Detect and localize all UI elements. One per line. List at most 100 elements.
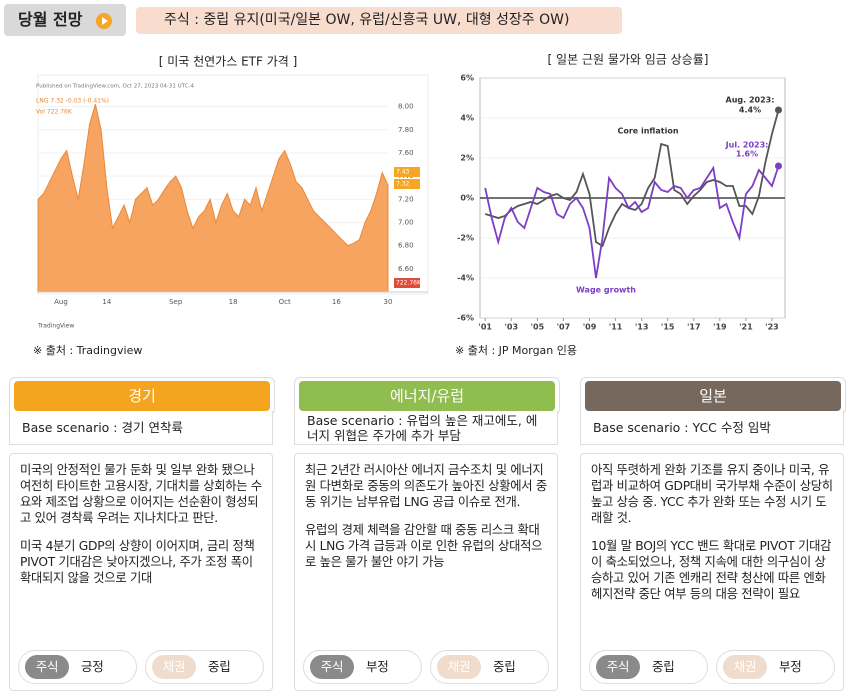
y-tick-label: 8.00 [398, 103, 414, 111]
series-line [484, 165, 780, 279]
price-badge [394, 179, 420, 189]
y-tick-label: 6.80 [398, 242, 414, 250]
x-tick-label: '13 [635, 323, 649, 332]
annotation: 722.76K [396, 280, 422, 287]
annotation: Core inflation [617, 127, 678, 136]
paragraph: 10월 말 BOJ의 YCC 밴드 확대로 PIVOT 기대감이 축소되었으나,… [591, 539, 832, 601]
y-tick-label: 0% [460, 194, 474, 203]
asset-label: 주식 [596, 655, 640, 679]
annotation: 4.4% [739, 106, 761, 115]
card-body: 미국의 안정적인 물가 둔화 및 일부 완화 됐으나 여전히 타이트한 고용시장… [9, 453, 273, 691]
asset-label: 채권 [437, 655, 481, 679]
annotation: 7.32 [396, 181, 410, 188]
x-tick-label: Aug [54, 298, 68, 306]
outlook-card: 에너지/유럽 Base scenario : 유럽의 높은 재고에도, 에너지 위… [290, 373, 564, 695]
annotation: LNG 7.32 -0.03 (-0.41%) [36, 98, 109, 105]
tag-row: 주식 부정 채권 중립 [303, 650, 549, 684]
x-tick-label: Oct [279, 298, 291, 306]
y-tick-label: 2% [460, 154, 474, 163]
annotation: Vol 722.76K [36, 109, 73, 116]
x-tick-label: 30 [384, 298, 393, 306]
y-tick-label: -4% [457, 274, 474, 283]
price-area [37, 104, 389, 293]
x-tick-label: Sep [169, 298, 183, 306]
chart-title: [ 미국 천연가스 ETF 가격 ] [159, 54, 298, 69]
x-tick-label: '21 [739, 323, 753, 332]
annotation: Jul. 2023: [725, 141, 769, 150]
scenario: Base scenario : 유럽의 높은 재고에도, 에너지 위협은 주가에… [294, 411, 558, 445]
rating-tag: 채권 부정 [716, 650, 835, 684]
paragraph: 최근 2년간 러시아산 에너지 금수조치 및 에너지원 다변화로 중동의 의존도… [305, 463, 547, 509]
rating: 중립 [493, 659, 516, 674]
x-tick-label: '15 [661, 323, 675, 332]
y-tick-label: -6% [457, 314, 474, 323]
card-title: 에너지/유럽 [299, 381, 555, 411]
rating-tag: 채권 중립 [430, 650, 549, 684]
y-tick-label: 7.80 [398, 126, 414, 134]
card-header: 경기 [9, 377, 275, 415]
x-tick-label: '07 [557, 323, 571, 332]
summary-banner: 주식 : 중립 유지(미국/일본 OW, 유럽/신흥국 UW, 대형 성장주 O… [136, 7, 622, 34]
rating-tag: 주식 긍정 [18, 650, 137, 684]
y-tick-label: 7.20 [398, 195, 414, 203]
rating-tag: 채권 중립 [145, 650, 264, 684]
chart-title: [ 일본 근원 물가와 임금 상승률] [548, 53, 709, 67]
rating: 중립 [208, 659, 231, 674]
series-line [484, 109, 780, 248]
asset-label: 주식 [25, 655, 69, 679]
price-badge [394, 167, 420, 177]
x-tick-label: '19 [713, 323, 727, 332]
annotation: Aug. 2023: [726, 96, 775, 105]
card-body: 최근 2년간 러시아산 에너지 금수조치 및 에너지원 다변화로 중동의 의존도… [294, 453, 558, 691]
rating: 부정 [779, 659, 802, 674]
rating-tag: 주식 중립 [589, 650, 708, 684]
x-tick-label: '09 [583, 323, 597, 332]
paragraph: 유럽의 경제 체력을 감안할 때 중동 리스크 확대 시 LNG 가격 급등과 … [305, 523, 543, 569]
card-header: 일본 [580, 377, 846, 415]
rating: 긍정 [81, 659, 104, 674]
card-title: 일본 [585, 381, 841, 411]
annotation: 7.43 [396, 169, 410, 176]
end-point [774, 162, 782, 170]
x-tick-label: 16 [332, 298, 341, 306]
scenario: Base scenario : 경기 연착륙 [9, 411, 273, 445]
paragraph: 미국의 안정적인 물가 둔화 및 일부 완화 됐으나 여전히 타이트한 고용시장… [20, 463, 262, 525]
source-note: ※ 출처 : JP Morgan 인용 [455, 344, 578, 357]
card-title: 경기 [14, 381, 270, 411]
y-tick-label: 6.60 [398, 265, 414, 273]
y-tick-label: 7.60 [398, 149, 414, 157]
paragraph: 미국 4분기 GDP의 상향이 이어지며, 금리 정책 PIVOT 기대감은 낮… [20, 539, 255, 585]
x-tick-label: '03 [504, 323, 518, 332]
asset-label: 채권 [152, 655, 196, 679]
end-point [774, 106, 782, 114]
y-tick-label: 7.00 [398, 218, 414, 226]
charts: [ 미국 천연가스 ETF 가격 ]6.606.807.007.207.407.… [36, 53, 786, 332]
x-tick-label: 14 [102, 298, 111, 306]
x-tick-label: 18 [229, 298, 238, 306]
asset-label: 채권 [723, 655, 767, 679]
rating: 중립 [652, 659, 675, 674]
y-tick-label: -2% [457, 234, 474, 243]
annotation: TradingView [37, 323, 74, 330]
card-body: 아직 뚜렷하게 완화 기조를 유지 중이나 미국, 유럽과 비교하여 GDP대비… [580, 453, 844, 691]
card-header: 에너지/유럽 [294, 377, 560, 415]
x-tick-label: '23 [765, 323, 779, 332]
play-icon [96, 13, 112, 29]
price-badge [394, 278, 420, 288]
source-note: ※ 출처 : Tradingview [33, 344, 143, 357]
rating: 부정 [366, 659, 389, 674]
tag-row: 주식 중립 채권 부정 [589, 650, 835, 684]
x-tick-label: '01 [478, 323, 492, 332]
x-tick-label: '17 [687, 323, 701, 332]
y-tick-label: 4% [460, 114, 474, 123]
tag-row: 주식 긍정 채권 중립 [18, 650, 264, 684]
x-tick-label: '11 [609, 323, 623, 332]
annotation: Wage growth [576, 286, 636, 295]
asset-label: 주식 [310, 655, 354, 679]
y-tick-label: 6% [460, 74, 474, 83]
annotation: 1.6% [736, 150, 758, 159]
scenario: Base scenario : YCC 수정 임박 [580, 411, 844, 445]
